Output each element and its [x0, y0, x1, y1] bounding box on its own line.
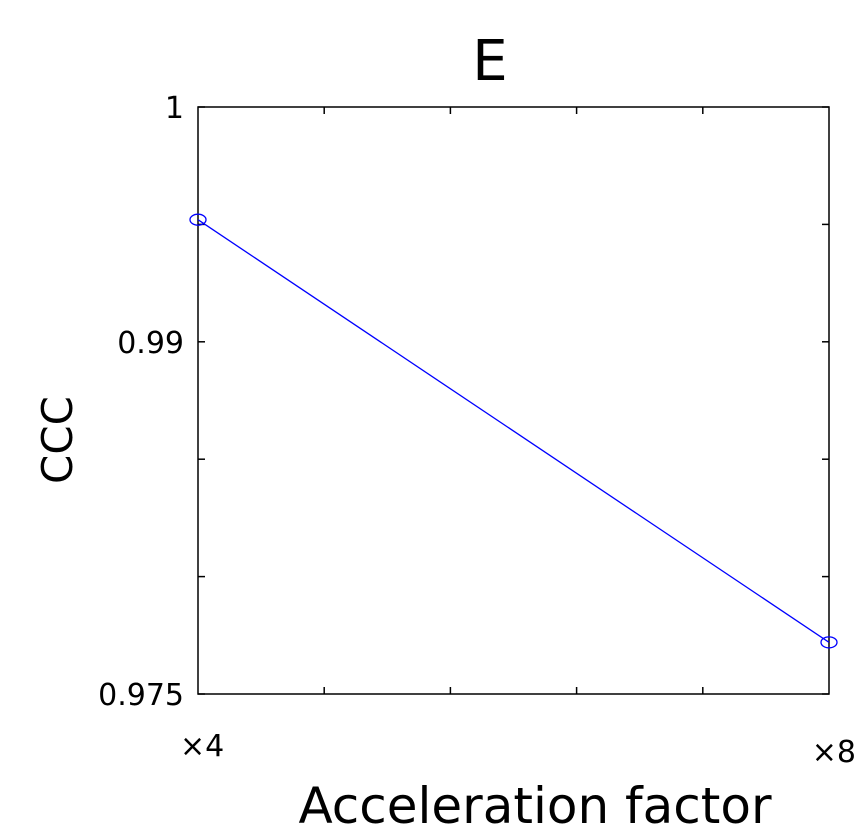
- data-point-marker: [820, 636, 838, 649]
- y-axis-ticks: 0.975 0.99 1: [98, 91, 829, 713]
- y-tick-label: 1: [165, 91, 184, 126]
- y-tick-label: 0.99: [117, 326, 184, 361]
- x-tick-label: ×8: [812, 735, 856, 770]
- series-line: [197, 219, 830, 643]
- x-tick-label: ×4: [180, 729, 224, 764]
- chart-title: E: [472, 29, 507, 94]
- data-point-marker: [189, 213, 207, 226]
- x-axis-ticks: ×4 ×8: [180, 107, 856, 770]
- plot-area-frame: [197, 106, 830, 695]
- y-axis-label: CCC: [33, 396, 82, 484]
- x-axis-label: Acceleration factor: [298, 777, 772, 835]
- series-layer: [189, 213, 838, 649]
- y-tick-label: 0.975: [98, 678, 184, 713]
